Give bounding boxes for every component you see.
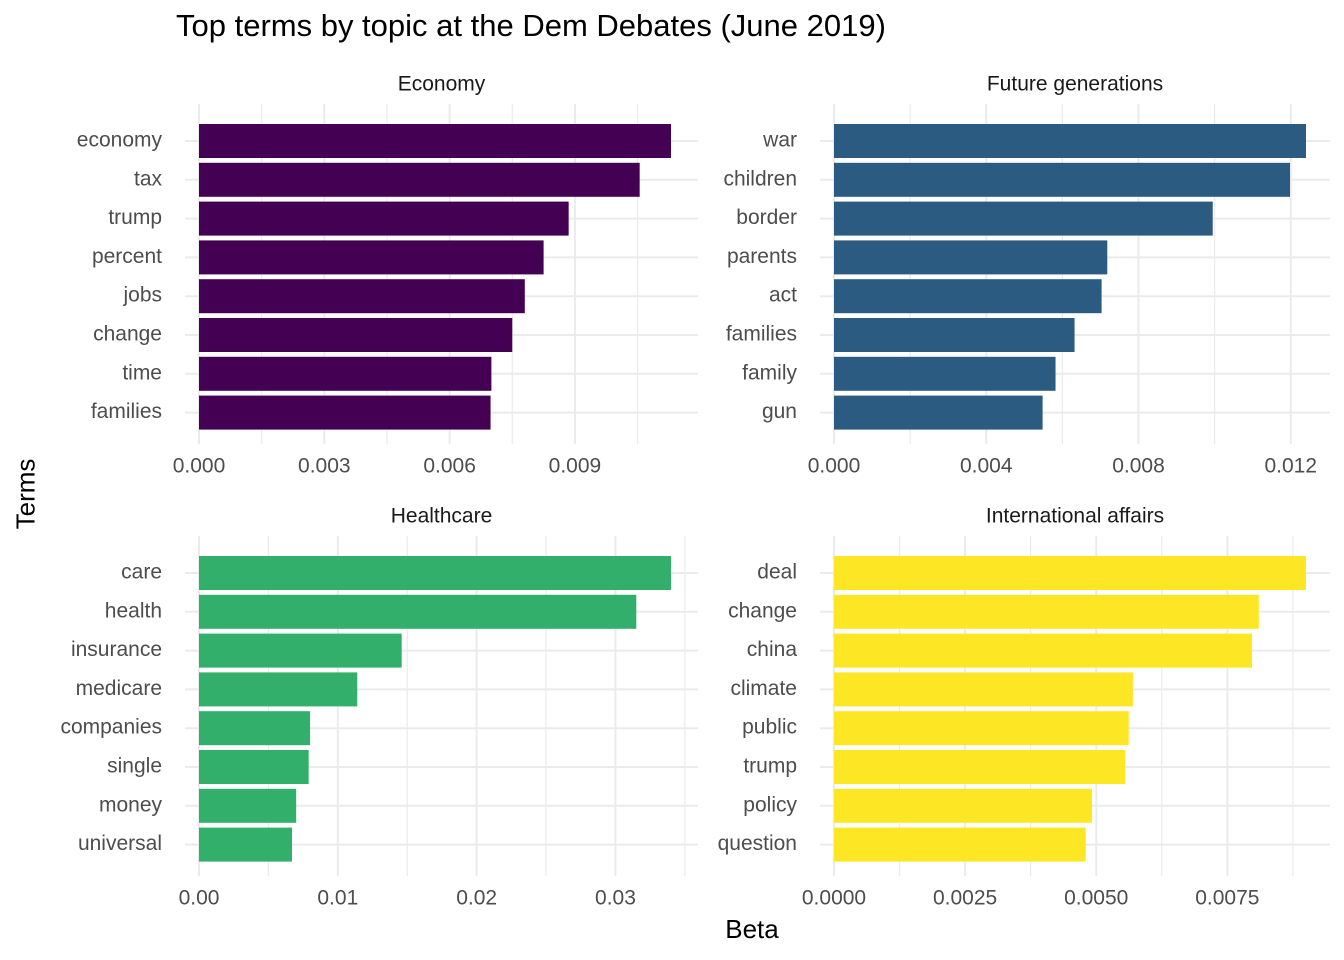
y-tick-label: families <box>91 400 162 423</box>
y-tick-label: jobs <box>122 284 162 307</box>
bar-trump <box>834 750 1126 784</box>
bar-economy <box>199 124 671 158</box>
facet-strip-label: International affairs <box>986 505 1164 528</box>
facet-strip-label: Future generations <box>987 73 1163 96</box>
bar-tax <box>199 162 640 197</box>
x-tick-label: 0.03 <box>595 887 636 910</box>
x-tick-label: 0.02 <box>456 887 497 910</box>
y-tick-label: public <box>742 716 797 739</box>
bar-care <box>199 556 671 590</box>
y-tick-label: economy <box>77 129 163 152</box>
bar-change <box>199 318 513 352</box>
bar-time <box>199 356 492 391</box>
x-tick-label: 0.004 <box>960 455 1013 478</box>
y-tick-label: question <box>718 832 797 855</box>
y-tick-label: insurance <box>71 638 162 661</box>
y-tick-label: tax <box>134 167 163 190</box>
y-tick-label: health <box>105 599 162 622</box>
x-tick-label: 0.008 <box>1112 455 1165 478</box>
x-axis-label: Beta <box>725 914 779 944</box>
y-tick-label: money <box>99 793 163 816</box>
x-tick-label: 0.012 <box>1264 455 1317 478</box>
bar-families <box>199 395 491 430</box>
bar-single <box>199 750 309 784</box>
x-tick-label: 0.000 <box>808 455 861 478</box>
bar-medicare <box>199 672 358 707</box>
y-tick-label: children <box>723 167 797 190</box>
facet-strip-label: Healthcare <box>391 505 493 528</box>
x-tick-label: 0.01 <box>317 887 358 910</box>
bar-insurance <box>199 633 402 668</box>
x-tick-label: 0.006 <box>423 455 476 478</box>
x-tick-label: 0.0075 <box>1195 887 1259 910</box>
y-tick-label: war <box>762 129 797 152</box>
bar-parents <box>834 240 1108 275</box>
y-tick-label: climate <box>730 677 797 700</box>
bar-family <box>834 356 1056 391</box>
y-tick-label: trump <box>743 755 797 778</box>
y-tick-label: percent <box>92 245 162 268</box>
bar-policy <box>834 788 1093 823</box>
bar-children <box>834 162 1291 197</box>
bar-public <box>834 711 1129 746</box>
bar-companies <box>199 711 311 746</box>
bar-gun <box>834 395 1043 430</box>
y-tick-label: gun <box>762 400 797 423</box>
y-tick-label: families <box>726 323 797 346</box>
bar-change <box>834 594 1259 629</box>
y-tick-label: border <box>736 206 797 229</box>
bar-percent <box>199 240 544 275</box>
bar-war <box>834 124 1306 158</box>
y-tick-label: medicare <box>76 677 162 700</box>
bar-question <box>834 827 1086 862</box>
x-tick-label: 0.0025 <box>933 887 997 910</box>
y-tick-label: policy <box>743 793 797 816</box>
y-tick-label: china <box>747 638 798 661</box>
bar-act <box>834 279 1102 314</box>
x-tick-label: 0.003 <box>298 455 351 478</box>
bar-border <box>834 201 1213 236</box>
y-tick-label: universal <box>78 832 162 855</box>
y-tick-label: change <box>728 599 797 622</box>
y-tick-label: act <box>769 284 797 307</box>
x-tick-label: 0.000 <box>173 455 226 478</box>
y-tick-label: deal <box>757 561 797 584</box>
bar-money <box>199 788 297 823</box>
y-tick-label: companies <box>60 716 162 739</box>
bar-universal <box>199 827 293 862</box>
bar-jobs <box>199 279 525 314</box>
y-tick-label: family <box>742 361 797 384</box>
bar-deal <box>834 556 1306 590</box>
y-axis-label: Terms <box>10 458 41 530</box>
y-tick-label: parents <box>727 245 797 268</box>
y-tick-label: single <box>107 755 162 778</box>
y-tick-label: care <box>121 561 162 584</box>
bar-trump <box>199 201 569 236</box>
bar-health <box>199 594 637 629</box>
y-tick-label: time <box>122 361 162 384</box>
bar-china <box>834 633 1252 668</box>
y-tick-label: change <box>93 323 162 346</box>
x-tick-label: 0.009 <box>549 455 602 478</box>
y-tick-label: trump <box>108 206 162 229</box>
chart-title: Top terms by topic at the Dem Debates (J… <box>176 8 886 43</box>
x-tick-label: 0.0050 <box>1064 887 1128 910</box>
bar-families <box>834 318 1075 352</box>
facet-strip-label: Economy <box>398 73 486 96</box>
bar-climate <box>834 672 1133 707</box>
x-tick-label: 0.00 <box>179 887 220 910</box>
x-tick-label: 0.0000 <box>802 887 866 910</box>
